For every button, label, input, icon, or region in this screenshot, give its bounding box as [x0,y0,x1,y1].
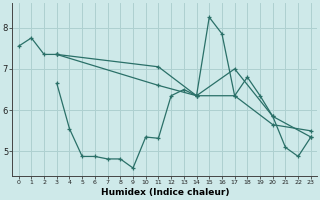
X-axis label: Humidex (Indice chaleur): Humidex (Indice chaleur) [100,188,229,197]
